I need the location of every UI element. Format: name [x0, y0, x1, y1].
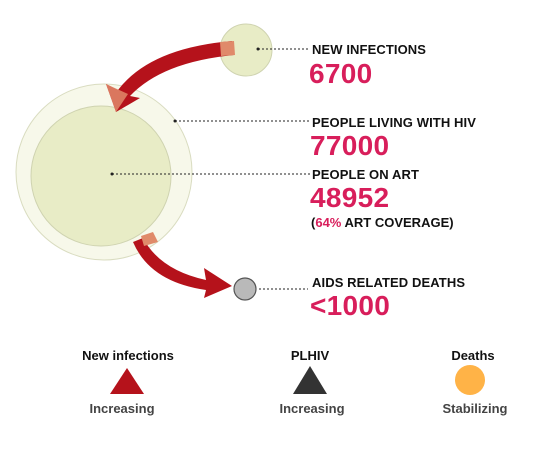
deaths-arrow-tail: [141, 232, 158, 246]
deaths-circle: [233, 277, 257, 301]
deaths-title: AIDS RELATED DEATHS: [312, 275, 466, 290]
on-art-title: PEOPLE ON ART: [312, 167, 419, 182]
legend-new-infections-title: New infections: [82, 348, 174, 363]
plhiv-title: PEOPLE LIVING WITH HIV: [312, 115, 476, 130]
legend-deaths-title: Deaths: [451, 348, 495, 363]
deaths-value: <1000: [310, 290, 391, 321]
on-art-value: 48952: [310, 182, 390, 213]
legend-deaths-status: Stabilizing: [442, 401, 508, 416]
deaths-circle-icon: [455, 365, 485, 395]
art-coverage: (64% ART COVERAGE): [311, 215, 454, 230]
new-infections-triangle-icon: [110, 368, 144, 394]
legend-plhiv-status: Increasing: [279, 401, 345, 416]
new-infections-value: 6700: [309, 58, 373, 89]
new-infections-arrow-tail: [220, 41, 235, 56]
plhiv-value: 77000: [310, 130, 390, 161]
on-art-circle: [30, 105, 172, 247]
new-infections-title: NEW INFECTIONS: [312, 42, 427, 57]
legend-new-infections-status: Increasing: [89, 401, 155, 416]
art-coverage-rest: ART COVERAGE): [341, 215, 454, 230]
deaths-arrow: [133, 238, 232, 298]
new-infections-arrow: [106, 41, 234, 112]
new-infections-arrowhead-tip: [106, 84, 128, 112]
legend-plhiv-title: PLHIV: [290, 348, 330, 363]
art-coverage-pct: 64%: [315, 215, 342, 230]
art-coverage-open: (: [311, 215, 316, 230]
plhiv-triangle-icon: [293, 366, 327, 394]
